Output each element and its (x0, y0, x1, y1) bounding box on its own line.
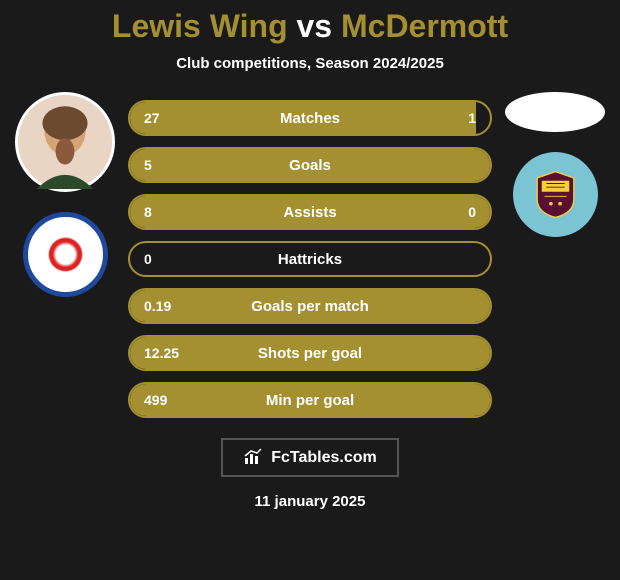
stat-label: Goals (289, 157, 331, 174)
person-icon (18, 92, 112, 192)
shield-icon (528, 167, 583, 222)
stat-label: Assists (283, 204, 336, 221)
stat-label: Goals per match (251, 298, 369, 315)
vs-text: vs (297, 8, 333, 44)
stat-right-value: 1 (468, 110, 476, 126)
player2-club-badge (513, 152, 598, 237)
brand-text: FcTables.com (271, 449, 377, 467)
stat-label: Hattricks (278, 251, 342, 268)
stat-label: Matches (280, 110, 340, 127)
left-side-col (10, 92, 120, 297)
player2-photo (505, 92, 605, 132)
stat-left-value: 27 (144, 110, 160, 126)
footer-date: 11 january 2025 (255, 493, 366, 510)
brand-badge[interactable]: FcTables.com (221, 438, 399, 477)
player1-club-badge (23, 212, 108, 297)
stat-left-value: 0.19 (144, 298, 171, 314)
stat-left-value: 499 (144, 392, 167, 408)
stat-bar: 0.19 Goals per match (128, 288, 492, 324)
stat-label: Shots per goal (258, 345, 362, 362)
stats-column: 27 Matches 1 5 Goals 8 Assists 0 0 Hattricks 0.19 G… (120, 92, 500, 418)
stat-left-value: 0 (144, 251, 152, 267)
stat-left-value: 12.25 (144, 345, 179, 361)
player1-photo (15, 92, 115, 192)
stat-left-value: 5 (144, 157, 152, 173)
comparison-container: Lewis Wing vs McDermott Club competition… (0, 0, 620, 580)
player2-name: McDermott (341, 8, 508, 44)
player1-name: Lewis Wing (112, 8, 288, 44)
stat-bar: 27 Matches 1 (128, 100, 492, 136)
stat-left-value: 8 (144, 204, 152, 220)
stat-right-value: 0 (468, 204, 476, 220)
page-title: Lewis Wing vs McDermott (112, 8, 508, 45)
main-row: 27 Matches 1 5 Goals 8 Assists 0 0 Hattricks 0.19 G… (0, 92, 620, 418)
stat-bar: 12.25 Shots per goal (128, 335, 492, 371)
stat-bar: 0 Hattricks (128, 241, 492, 277)
stat-bar: 5 Goals (128, 147, 492, 183)
right-side-col (500, 92, 610, 237)
stat-label: Min per goal (266, 392, 354, 409)
stat-bar: 8 Assists 0 (128, 194, 492, 230)
subtitle: Club competitions, Season 2024/2025 (176, 55, 444, 72)
chart-icon (243, 448, 263, 467)
stat-bar: 499 Min per goal (128, 382, 492, 418)
